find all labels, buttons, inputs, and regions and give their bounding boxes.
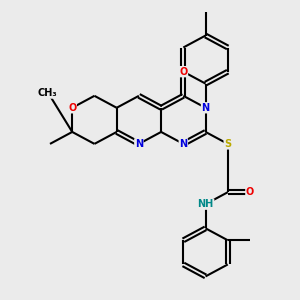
Text: CH₃: CH₃	[38, 88, 57, 98]
Text: NH: NH	[197, 199, 214, 209]
Text: N: N	[202, 103, 210, 113]
Text: S: S	[224, 139, 231, 149]
Text: O: O	[68, 103, 76, 113]
Text: N: N	[135, 139, 143, 149]
Text: O: O	[179, 67, 188, 77]
Text: O: O	[246, 187, 254, 197]
Text: N: N	[179, 139, 188, 149]
